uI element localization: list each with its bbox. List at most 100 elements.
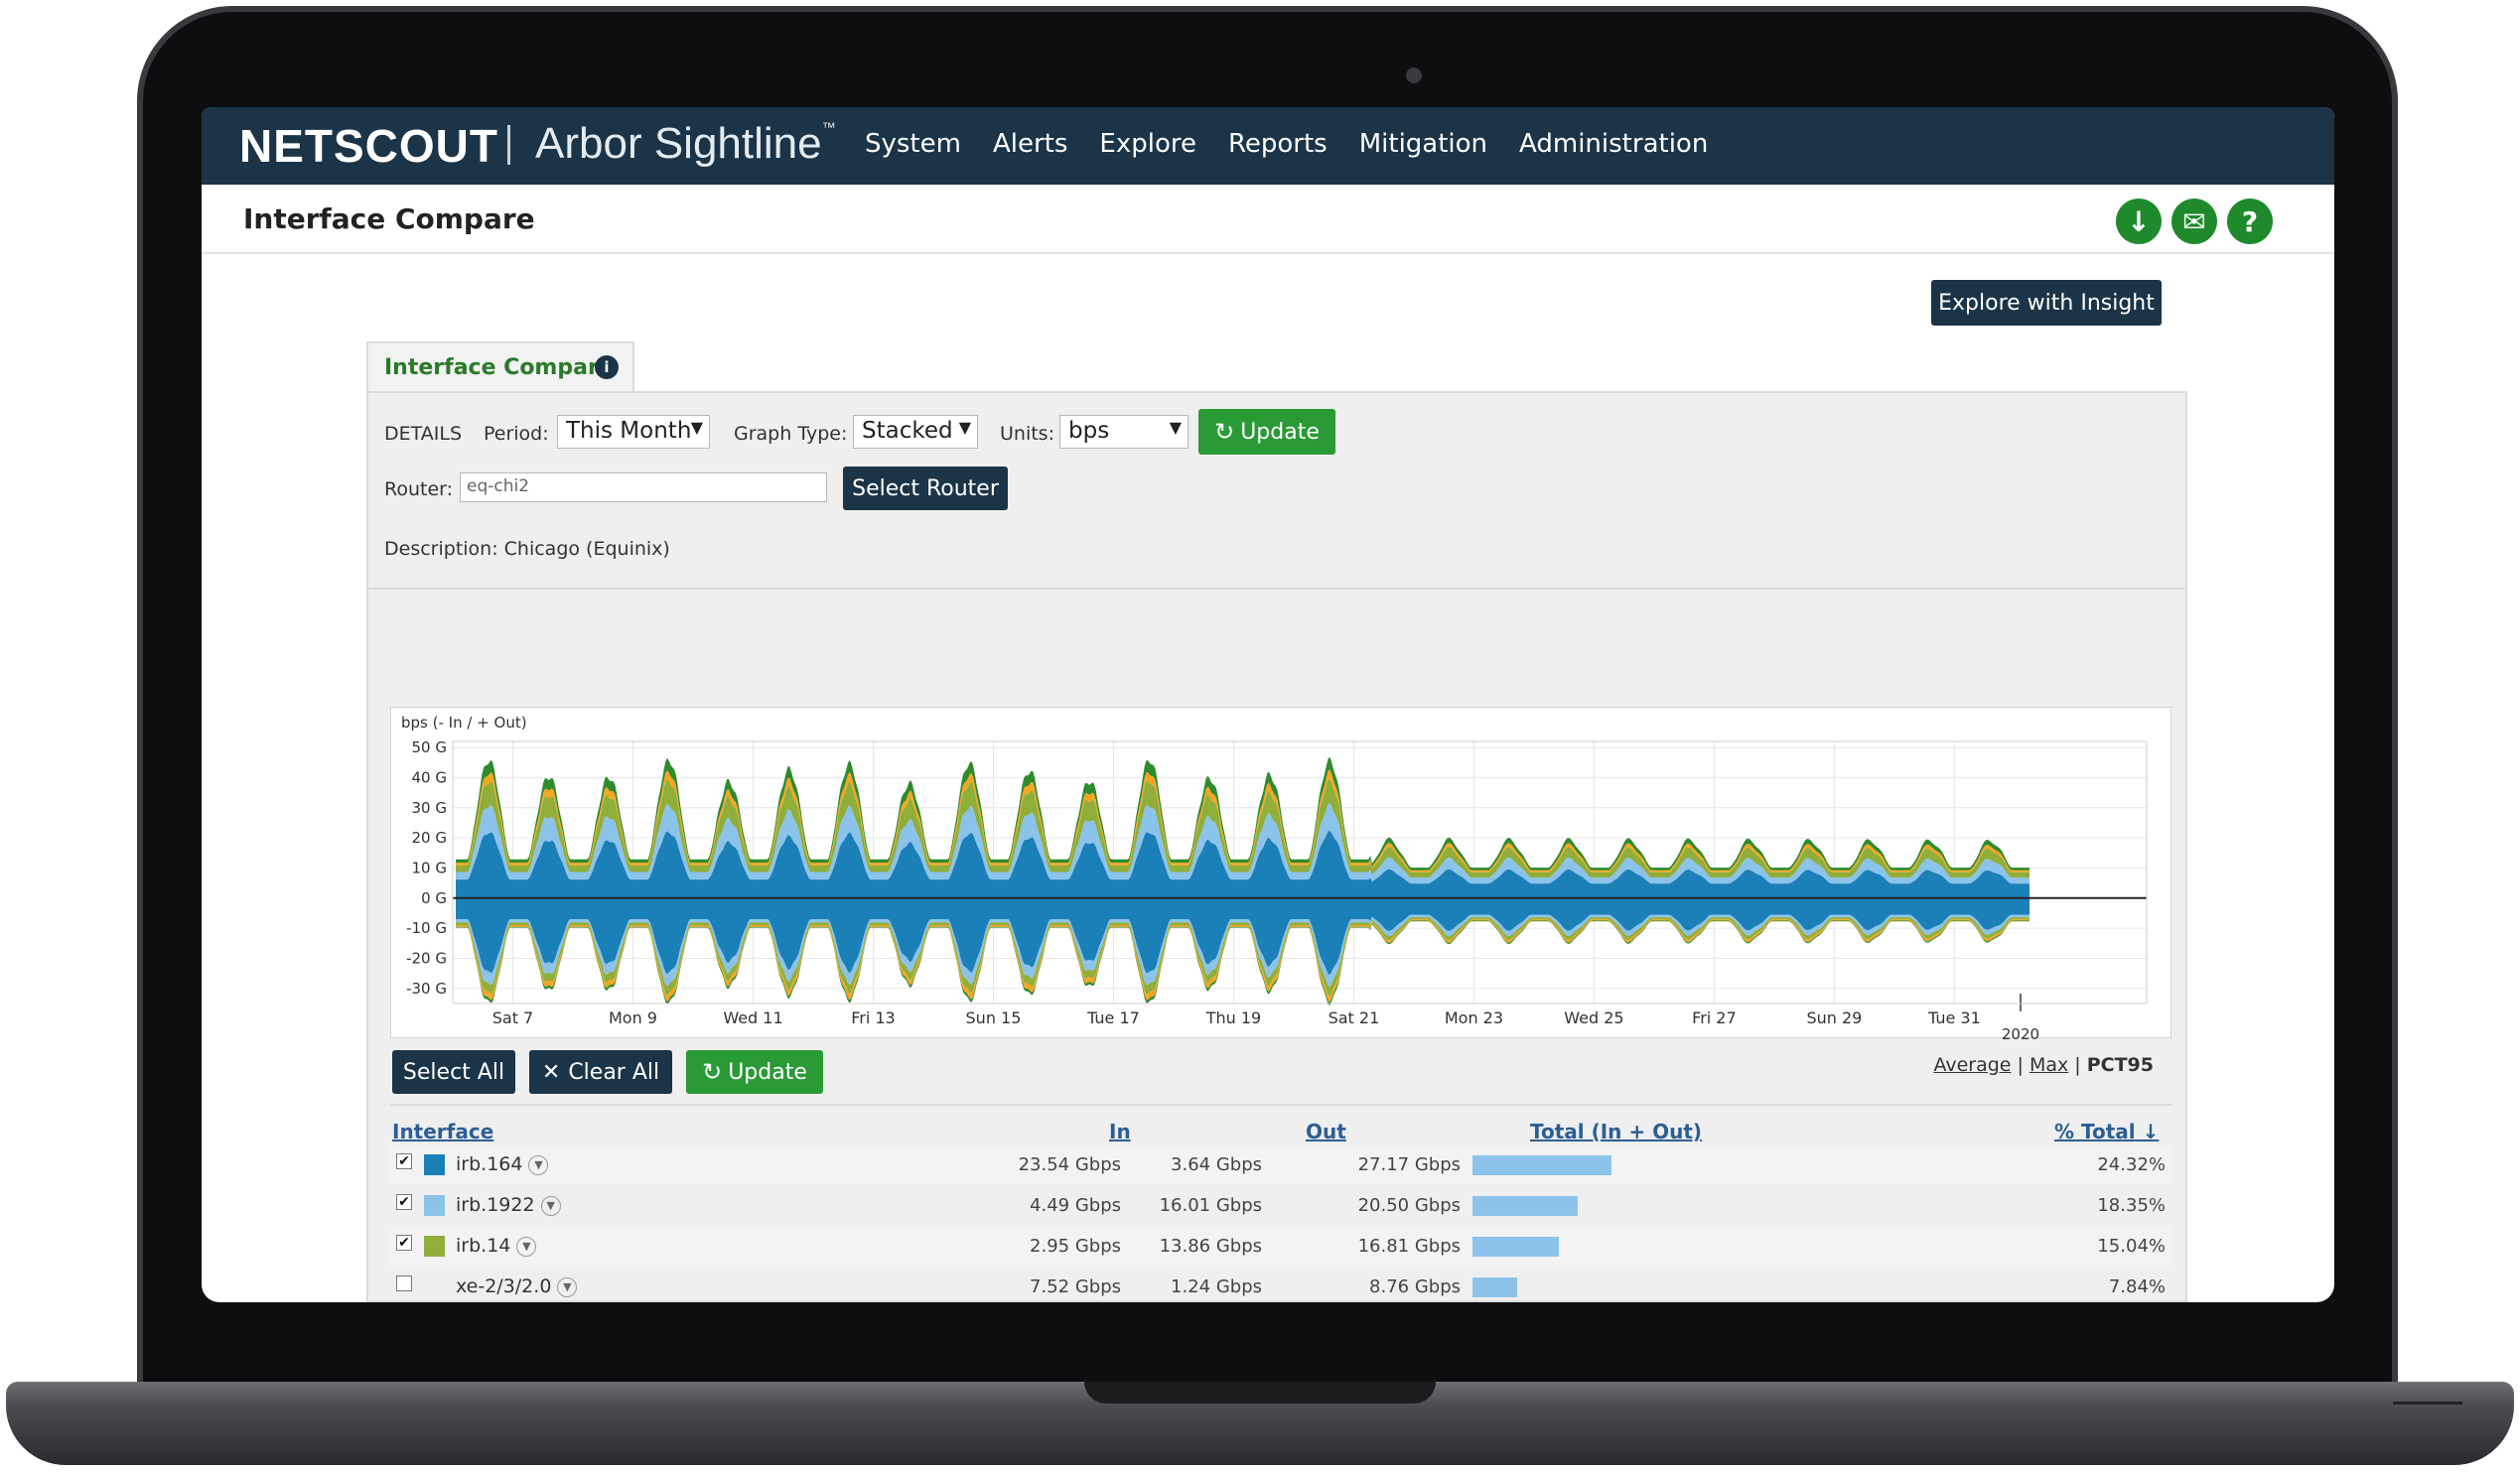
chevron-down-icon[interactable]: ▼ bbox=[557, 1276, 578, 1297]
refresh-icon: ↻ bbox=[702, 1058, 723, 1086]
interface-checkbox[interactable] bbox=[396, 1275, 412, 1291]
interface-checkbox[interactable]: ✔ bbox=[396, 1153, 412, 1169]
interface-name: xe-2/3/2.0 ▼ bbox=[456, 1275, 578, 1297]
series-area-in bbox=[456, 897, 2030, 975]
units-select[interactable]: bps ▼ bbox=[1059, 415, 1189, 449]
product-name: Arbor Sightline™ bbox=[535, 119, 836, 169]
in-value: 4.49 Gbps bbox=[1030, 1195, 1121, 1216]
product-name-text: Arbor Sightline bbox=[535, 119, 822, 168]
graph-type-value: Stacked bbox=[862, 418, 953, 444]
y-axis-label: bps (- In / + Out) bbox=[401, 714, 527, 732]
router-input[interactable]: eq-chi2 bbox=[460, 472, 827, 502]
x-tick-label: Tue 31 bbox=[1927, 1008, 1981, 1027]
explore-with-insight-button[interactable]: Explore with Insight bbox=[1931, 280, 2162, 326]
interface-name: irb.14 ▼ bbox=[456, 1235, 537, 1257]
in-value: 7.52 Gbps bbox=[1030, 1276, 1121, 1297]
traffic-chart: bps (- In / + Out) 50 G 40 G 30 G 20 G 10 G 0 … bbox=[390, 707, 2171, 1043]
units-label: Units: bbox=[1000, 423, 1054, 445]
interface-compare-panel: DETAILS Period: This Month ▼ Graph Type: … bbox=[366, 391, 2187, 1302]
logo-separator bbox=[507, 125, 510, 165]
series-color-swatch bbox=[424, 1236, 445, 1257]
chevron-down-icon: ▼ bbox=[1169, 418, 1182, 437]
table-row: ✔ irb.1922 ▼ 4.49 Gbps 16.01 Gbps 20.50 Gbps 1… bbox=[390, 1186, 2171, 1225]
out-value: 1.24 Gbps bbox=[1171, 1276, 1262, 1297]
mail-icon[interactable]: ✉ bbox=[2171, 199, 2217, 244]
total-value: 16.81 Gbps bbox=[1357, 1236, 1461, 1257]
col-interface[interactable]: Interface bbox=[392, 1120, 494, 1143]
pct95-link[interactable]: PCT95 bbox=[2086, 1054, 2154, 1076]
out-value: 13.86 Gbps bbox=[1159, 1236, 1262, 1257]
period-select[interactable]: This Month ▼ bbox=[557, 415, 710, 449]
series-area-out bbox=[456, 831, 2030, 898]
header-actions: ↓ ✉ ? bbox=[2116, 199, 2273, 244]
y-tick-label: -10 G bbox=[406, 919, 447, 937]
pct-total-bar bbox=[1472, 1237, 1559, 1257]
series-area-out bbox=[456, 803, 2030, 884]
x-tick-label: Mon 23 bbox=[1445, 1008, 1503, 1027]
interface-name-text: xe-2/3/2.0 bbox=[456, 1275, 552, 1297]
total-value: 27.17 Gbps bbox=[1357, 1154, 1461, 1175]
series-area-in bbox=[456, 917, 2030, 997]
out-value: 16.01 Gbps bbox=[1159, 1195, 1262, 1216]
x-tick-label: Tue 17 bbox=[1086, 1008, 1140, 1027]
divider bbox=[368, 588, 2185, 590]
tab-interface-compare[interactable]: Interface Compare i bbox=[366, 341, 634, 393]
router-description: Description: Chicago (Equinix) bbox=[384, 538, 670, 560]
router-label: Router: bbox=[384, 478, 454, 500]
sort-desc-icon: ↓ bbox=[2142, 1120, 2160, 1143]
table-row: ✔ irb.14 ▼ 2.95 Gbps 13.86 Gbps 16.81 Gbps 15.… bbox=[390, 1227, 2171, 1266]
traffic-chart-svg: bps (- In / + Out) 50 G 40 G 30 G 20 G 10 G 0 … bbox=[401, 714, 2148, 1043]
top-navbar: NETSCOUT Arbor Sightline™ System Alerts … bbox=[202, 107, 2334, 185]
trademark-mark: ™ bbox=[821, 119, 836, 135]
period-label: Period: bbox=[484, 423, 549, 445]
total-value: 20.50 Gbps bbox=[1357, 1195, 1461, 1216]
in-value: 23.54 Gbps bbox=[1018, 1154, 1121, 1175]
col-out[interactable]: Out bbox=[1306, 1120, 1346, 1143]
nav-alerts[interactable]: Alerts bbox=[992, 129, 1068, 159]
select-router-button[interactable]: Select Router bbox=[843, 467, 1008, 510]
y-tick-label: 40 G bbox=[412, 768, 447, 786]
series-area-out bbox=[456, 778, 2030, 878]
graph-type-select[interactable]: Stacked ▼ bbox=[853, 415, 978, 449]
nav-mitigation[interactable]: Mitigation bbox=[1358, 129, 1488, 159]
graph-type-label: Graph Type: bbox=[734, 423, 848, 445]
chevron-down-icon: ▼ bbox=[690, 418, 703, 437]
nav-explore[interactable]: Explore bbox=[1099, 129, 1196, 159]
interface-name: irb.1922 ▼ bbox=[456, 1194, 561, 1216]
select-all-button[interactable]: Select All bbox=[392, 1050, 515, 1094]
series-color-swatch bbox=[424, 1195, 445, 1216]
series-area-out bbox=[456, 757, 2030, 871]
table-row: ✔ irb.164 ▼ 23.54 Gbps 3.64 Gbps 27.17 Gbps 24… bbox=[390, 1145, 2171, 1184]
pct-total-value: 24.32% bbox=[2097, 1154, 2166, 1175]
x-tick-label: Sun 29 bbox=[1806, 1008, 1862, 1027]
x-tick-label: Wed 25 bbox=[1564, 1008, 1623, 1027]
max-link[interactable]: Max bbox=[2029, 1054, 2069, 1076]
nav-reports[interactable]: Reports bbox=[1227, 129, 1328, 159]
interface-name-text: irb.164 bbox=[456, 1153, 523, 1175]
average-link[interactable]: Average bbox=[1933, 1054, 2012, 1076]
col-in[interactable]: In bbox=[1109, 1120, 1131, 1143]
interface-checkbox[interactable]: ✔ bbox=[396, 1194, 412, 1210]
nav-administration[interactable]: Administration bbox=[1519, 129, 1709, 159]
clear-all-button[interactable]: ✕ Clear All bbox=[529, 1050, 672, 1094]
pct-total-bar bbox=[1472, 1277, 1517, 1297]
chevron-down-icon[interactable]: ▼ bbox=[528, 1154, 549, 1175]
download-icon[interactable]: ↓ bbox=[2116, 199, 2162, 244]
col-total[interactable]: Total (In + Out) bbox=[1530, 1120, 1703, 1143]
interface-table-area: Select All ✕ Clear All ↻ Update Average | … bbox=[390, 1040, 2171, 1302]
help-icon[interactable]: ? bbox=[2227, 199, 2273, 244]
chevron-down-icon[interactable]: ▼ bbox=[516, 1236, 537, 1257]
interface-checkbox[interactable]: ✔ bbox=[396, 1235, 412, 1251]
x-tick-label: Fri 13 bbox=[851, 1008, 896, 1027]
update-button[interactable]: ↻ Update bbox=[1198, 409, 1335, 455]
update-label: Update bbox=[1240, 419, 1320, 445]
x-tick-label: Wed 11 bbox=[723, 1008, 782, 1027]
page-title: Interface Compare bbox=[243, 202, 535, 235]
chevron-down-icon[interactable]: ▼ bbox=[540, 1195, 561, 1216]
col-pct-total[interactable]: % Total ↓ bbox=[2054, 1120, 2159, 1143]
table-update-button[interactable]: ↻ Update bbox=[686, 1050, 823, 1094]
series-area-in bbox=[456, 920, 2030, 1005]
x-tick-label: Thu 19 bbox=[1205, 1008, 1262, 1027]
info-icon[interactable]: i bbox=[595, 355, 619, 379]
nav-system[interactable]: System bbox=[865, 129, 961, 159]
